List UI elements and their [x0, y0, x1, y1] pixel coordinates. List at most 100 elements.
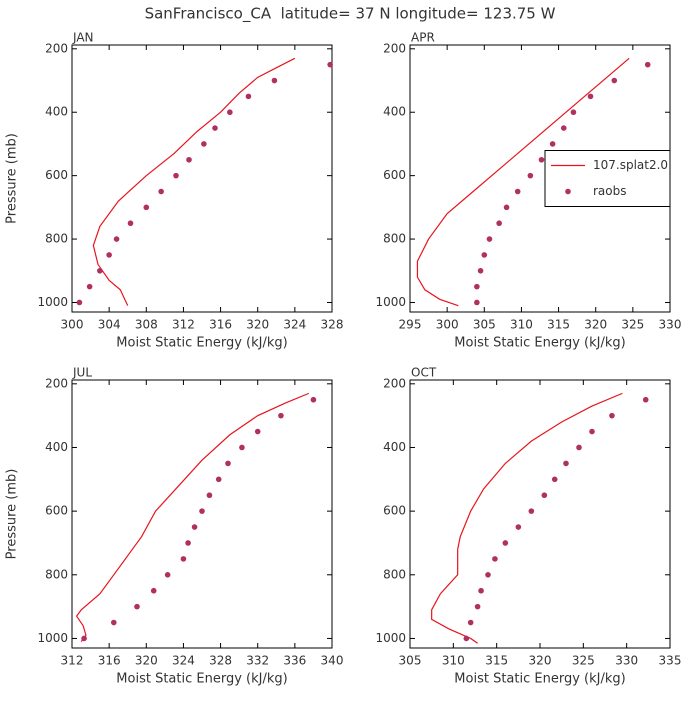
profile-line — [92, 57, 296, 306]
raob-point — [609, 412, 615, 419]
raob-point — [215, 476, 222, 483]
x-tick-label: 325 — [621, 318, 644, 332]
x-axis-label: Moist Static Energy (kJ/kg) — [454, 672, 625, 687]
x-tick-label: 312 — [61, 654, 84, 668]
x-tick-label: 332 — [246, 654, 269, 668]
y-tick-label: 1000 — [37, 295, 68, 309]
profile-line — [75, 392, 310, 642]
plot-frame — [409, 379, 671, 649]
raob-point — [515, 524, 522, 530]
x-tick-label: 305 — [399, 654, 422, 668]
x-tick-label: 305 — [473, 318, 496, 332]
x-tick-label: 325 — [572, 654, 595, 668]
raob-point — [503, 204, 510, 211]
raob-point — [589, 428, 595, 435]
plot-frame — [71, 379, 333, 649]
raob-point — [644, 61, 651, 68]
y-tick-label: 400 — [45, 105, 68, 119]
y-tick-label: 800 — [383, 232, 406, 246]
raob-point — [143, 204, 150, 211]
y-tick-label: 800 — [45, 232, 68, 246]
raob-point — [474, 299, 480, 306]
plot-frame — [71, 44, 333, 313]
raob-point — [611, 77, 618, 84]
x-tick-label: 300 — [61, 318, 84, 332]
x-tick-label: 310 — [442, 654, 465, 668]
raob-point — [86, 283, 93, 290]
x-tick-label: 330 — [615, 654, 638, 668]
raob-point — [150, 587, 157, 594]
raob-point — [563, 460, 569, 467]
x-tick-label: 320 — [246, 318, 269, 332]
panel-label: JUL — [72, 366, 92, 380]
raob-point — [97, 267, 103, 274]
raob-point — [492, 556, 498, 562]
x-tick-label: 320 — [584, 318, 607, 332]
raob-point — [191, 524, 198, 530]
raob-point — [127, 220, 134, 227]
x-tick-label: 324 — [172, 654, 195, 668]
raob-point — [551, 476, 558, 483]
panel-label: JAN — [72, 31, 94, 45]
y-tick-label: 400 — [383, 440, 406, 454]
legend-box — [544, 150, 671, 207]
raob-point — [528, 508, 535, 514]
x-tick-label: 315 — [485, 654, 508, 668]
raob-point — [239, 444, 245, 451]
y-tick-label: 1000 — [37, 631, 68, 645]
raob-point — [164, 571, 171, 578]
raob-point — [587, 93, 594, 100]
raob-point — [514, 188, 521, 195]
raob-point — [310, 396, 317, 403]
raob-point — [199, 508, 205, 514]
raob-point — [478, 587, 484, 594]
x-tick-label: 328 — [209, 654, 232, 668]
x-tick-label: 304 — [98, 318, 121, 332]
raob-point — [134, 603, 140, 610]
raob-point — [576, 444, 582, 451]
raob-point — [560, 125, 567, 131]
raob-point — [541, 492, 548, 499]
raob-point — [496, 220, 502, 227]
y-tick-label: 800 — [383, 567, 406, 581]
panel-label: APR — [411, 31, 435, 45]
y-tick-label: 600 — [45, 168, 68, 182]
x-tick-label: 316 — [98, 654, 121, 668]
raob-point — [206, 492, 213, 499]
raob-point — [76, 299, 83, 306]
x-tick-label: 335 — [659, 654, 682, 668]
y-tick-label: 200 — [45, 376, 68, 390]
raob-point — [110, 619, 117, 626]
y-tick-label: 400 — [383, 105, 406, 119]
raob-point — [245, 93, 252, 100]
x-tick-label: 320 — [529, 654, 552, 668]
y-tick-label: 600 — [383, 168, 406, 182]
raob-point — [642, 396, 649, 403]
y-tick-label: 600 — [383, 504, 406, 518]
x-tick-label: 295 — [399, 318, 422, 332]
x-tick-label: 312 — [172, 318, 195, 332]
y-tick-label: 200 — [383, 376, 406, 390]
legend-label: raobs — [593, 184, 627, 198]
y-axis-label: Pressure (mb) — [5, 469, 20, 560]
x-tick-label: 330 — [659, 318, 682, 332]
raob-point — [113, 236, 120, 242]
profile-line — [431, 392, 623, 644]
x-tick-label: 320 — [135, 654, 158, 668]
raob-point — [463, 635, 470, 642]
raob-point — [467, 619, 474, 626]
raob-point — [502, 540, 509, 546]
raob-point — [185, 540, 191, 546]
x-axis-label: Moist Static Energy (kJ/kg) — [454, 336, 625, 351]
raob-point — [225, 460, 231, 467]
raob-point — [201, 141, 207, 147]
y-tick-label: 600 — [45, 504, 68, 518]
raob-point — [570, 109, 577, 116]
raob-point — [227, 109, 233, 116]
raob-point — [474, 603, 481, 610]
x-tick-label: 316 — [209, 318, 232, 332]
raob-point — [474, 283, 480, 290]
y-axis-label: Pressure (mb) — [5, 133, 20, 224]
raob-point — [106, 252, 112, 258]
raob-point — [81, 635, 87, 642]
